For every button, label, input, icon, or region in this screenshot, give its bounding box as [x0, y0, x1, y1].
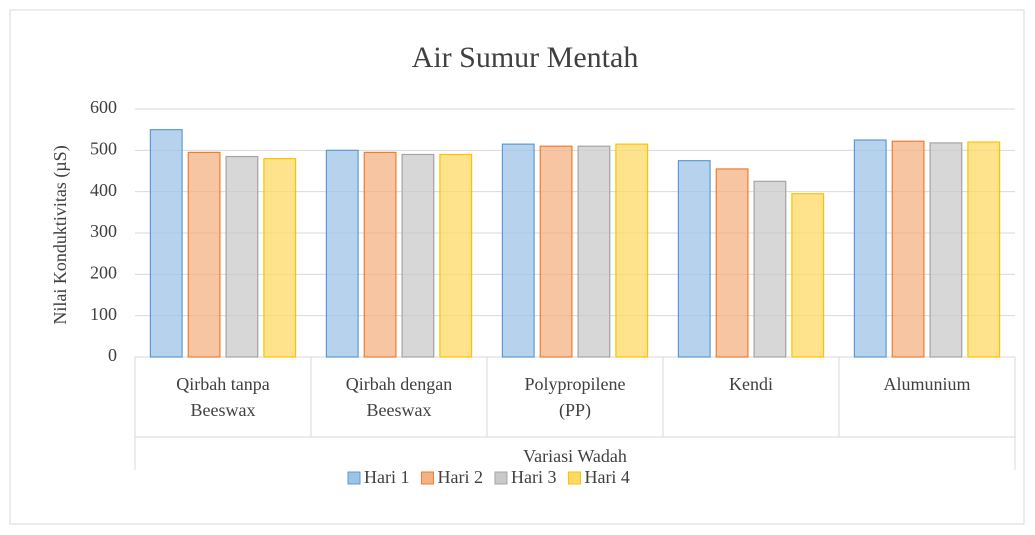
x-tick-label: (PP) — [559, 400, 591, 421]
chart-title: Air Sumur Mentah — [412, 41, 639, 74]
bar — [677, 160, 711, 358]
legend-swatch — [567, 471, 581, 485]
bar — [891, 140, 925, 358]
legend-label: Hari 2 — [437, 467, 482, 487]
bar — [263, 158, 297, 358]
x-tick-label: Qirbah tanpa — [176, 374, 269, 394]
y-tick-label: 0 — [108, 345, 117, 365]
bar — [929, 142, 963, 358]
bar — [439, 153, 473, 358]
x-tick-label: Beeswax — [367, 400, 432, 420]
bar — [501, 143, 535, 358]
bar — [401, 153, 435, 358]
x-tick-label: Alumunium — [883, 374, 970, 394]
y-tick-label: 400 — [90, 180, 117, 200]
bar — [363, 151, 397, 358]
bar — [791, 193, 825, 358]
bar — [853, 139, 887, 358]
y-tick-label: 300 — [90, 221, 117, 241]
bar — [967, 141, 1001, 358]
legend-label: Hari 4 — [584, 467, 629, 487]
y-tick-label: 500 — [90, 138, 117, 158]
x-tick-label: Qirbah dengan — [346, 374, 452, 394]
legend-swatch — [347, 471, 361, 485]
y-axis-title: Nilai Konduktivitas (µS) — [50, 145, 71, 324]
bar — [753, 180, 787, 358]
y-tick-label: 100 — [90, 304, 117, 324]
legend-swatch — [494, 471, 508, 485]
bar — [715, 168, 749, 358]
bar — [325, 149, 359, 358]
legend-swatch — [420, 471, 434, 485]
legend-label: Hari 1 — [364, 467, 409, 487]
y-tick-label: 600 — [90, 97, 117, 117]
x-tick-label: Beeswax — [191, 400, 256, 420]
x-axis-title: Variasi Wadah — [523, 446, 627, 466]
x-tick-label: Polypropilene — [525, 374, 626, 394]
legend-label: Hari 3 — [511, 467, 556, 487]
bar — [149, 129, 183, 358]
bar — [539, 145, 573, 358]
bar — [187, 151, 221, 358]
bar — [577, 145, 611, 358]
bar — [615, 143, 649, 358]
x-tick-label: Kendi — [729, 374, 773, 394]
y-tick-label: 200 — [90, 262, 117, 282]
bar — [225, 155, 259, 358]
